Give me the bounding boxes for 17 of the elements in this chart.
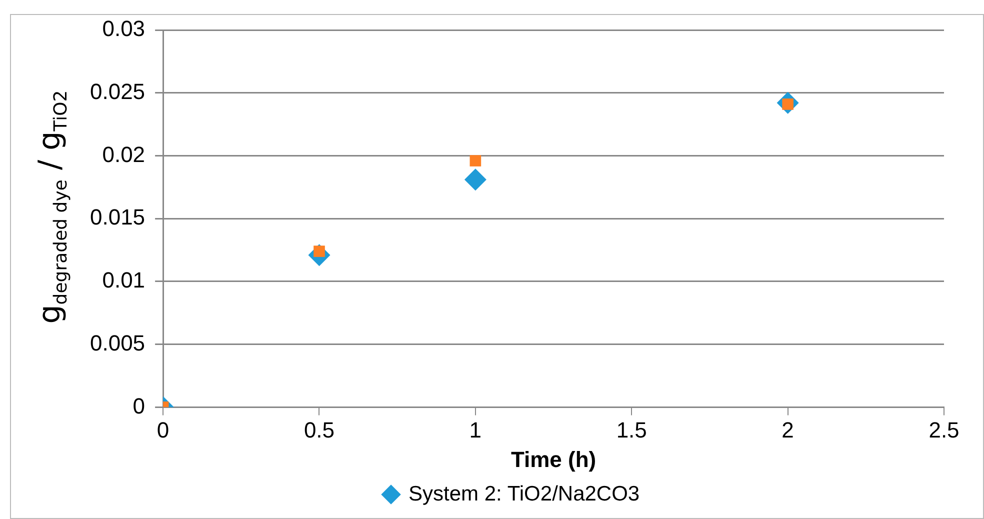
y-tick-label: 0.02 (102, 142, 146, 167)
x-tick-label: 2 (782, 417, 794, 442)
y-tick-label: 0.03 (102, 16, 146, 42)
y-tick-label: 0.015 (90, 204, 146, 230)
x-tick-label: 1 (469, 417, 482, 442)
x-tick-label: 2.5 (928, 417, 960, 442)
y-tick-label: 0 (132, 393, 146, 418)
y-tick-label: 0.005 (90, 330, 146, 356)
x-tick-label: 1.5 (616, 417, 647, 442)
y-tick-label: 0.01 (102, 268, 146, 293)
y-tick-label: 0.025 (90, 78, 146, 104)
x-axis-title: Time (h) (510, 446, 596, 472)
x-tick-label: 0 (156, 417, 170, 442)
point (470, 155, 482, 166)
x-tick-label: 0.5 (304, 417, 335, 442)
point (464, 168, 486, 191)
legend-label: System 2: TiO2/Na2CO3 (408, 482, 640, 506)
